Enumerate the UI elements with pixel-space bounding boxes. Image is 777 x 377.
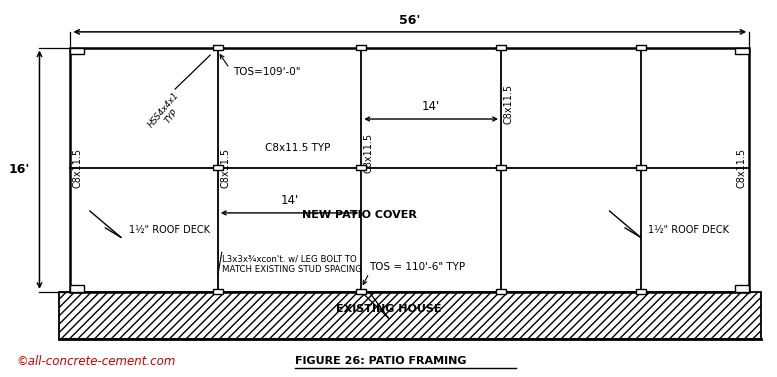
Text: FIGURE 26: PATIO FRAMING: FIGURE 26: PATIO FRAMING [295,356,467,366]
Polygon shape [357,166,367,170]
Text: HSS4x4x1
TYP: HSS4x4x1 TYP [146,91,189,136]
Text: L3x3x¾xcon't. w/ LEG BOLT TO
MATCH EXISTING STUD SPACING: L3x3x¾xcon't. w/ LEG BOLT TO MATCH EXIST… [221,254,362,274]
Text: 14': 14' [422,100,441,113]
Text: C8x11.5: C8x11.5 [737,148,747,188]
Polygon shape [735,285,749,292]
Text: NEW PATIO COVER: NEW PATIO COVER [302,210,416,220]
Polygon shape [496,45,506,50]
Polygon shape [636,166,646,170]
Text: EXISTING HOUSE: EXISTING HOUSE [336,304,441,314]
Polygon shape [735,48,749,54]
Text: C8x11.5: C8x11.5 [72,148,82,188]
Text: ©all-concrete-cement.com: ©all-concrete-cement.com [16,355,176,368]
Polygon shape [357,290,367,294]
Text: C8x11.5: C8x11.5 [364,133,373,173]
Text: C8x11.5 TYP: C8x11.5 TYP [265,143,330,153]
Polygon shape [357,45,367,50]
Text: C8x11.5: C8x11.5 [503,84,514,124]
Polygon shape [636,290,646,294]
Polygon shape [213,45,223,50]
Text: 1½" ROOF DECK: 1½" ROOF DECK [129,225,210,235]
Text: 16': 16' [9,163,30,176]
Polygon shape [636,45,646,50]
Text: 56': 56' [399,14,420,28]
Text: 14': 14' [280,194,298,207]
Polygon shape [496,166,506,170]
Text: 1½" ROOF DECK: 1½" ROOF DECK [648,225,730,235]
Text: C8x11.5: C8x11.5 [221,148,231,188]
Polygon shape [213,290,223,294]
Bar [59,292,761,339]
Text: TOS = 110'-6" TYP: TOS = 110'-6" TYP [369,262,465,272]
Text: TOS=109'-0": TOS=109'-0" [233,67,301,77]
Polygon shape [71,285,85,292]
Polygon shape [213,166,223,170]
Polygon shape [71,48,85,54]
Polygon shape [496,290,506,294]
